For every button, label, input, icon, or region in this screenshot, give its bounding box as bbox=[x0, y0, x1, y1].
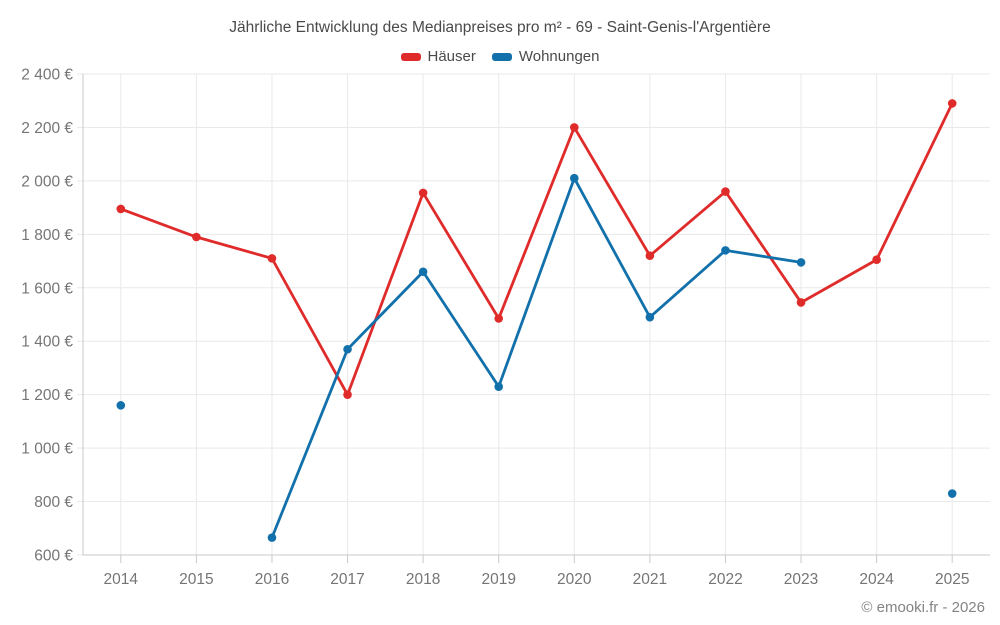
x-axis-tick-label: 2020 bbox=[557, 571, 592, 588]
data-point-wohnungen-2021[interactable] bbox=[645, 312, 655, 322]
data-point-häuser-2021[interactable] bbox=[645, 251, 655, 261]
data-point-häuser-2014[interactable] bbox=[116, 204, 126, 214]
x-axis-tick-label: 2016 bbox=[255, 571, 289, 588]
x-axis-tick-label: 2025 bbox=[935, 571, 969, 588]
data-point-wohnungen-2022[interactable] bbox=[721, 246, 730, 255]
y-axis-tick-label: 600 € bbox=[34, 548, 73, 565]
x-axis-tick-label: 2022 bbox=[708, 571, 742, 588]
data-point-häuser-2015[interactable] bbox=[192, 232, 201, 242]
legend-swatch-wohnungen bbox=[491, 52, 512, 61]
legend-item-wohnungen[interactable]: Wohnungen bbox=[491, 48, 600, 65]
x-axis-tick-label: 2015 bbox=[179, 571, 213, 588]
data-point-wohnungen-2019[interactable] bbox=[494, 382, 504, 391]
data-point-wohnungen-2025[interactable] bbox=[947, 489, 957, 498]
data-point-häuser-2024[interactable] bbox=[872, 255, 881, 265]
y-axis-tick-label: 2 000 € bbox=[21, 173, 73, 190]
data-point-häuser-2018[interactable] bbox=[418, 188, 428, 198]
x-axis-tick-label: 2024 bbox=[859, 571, 894, 588]
y-axis-tick-label: 1 200 € bbox=[21, 387, 73, 404]
chart-title: Jährliche Entwicklung des Medianpreises … bbox=[229, 19, 771, 36]
data-point-häuser-2025[interactable] bbox=[947, 99, 957, 108]
data-point-häuser-2019[interactable] bbox=[494, 314, 504, 323]
data-point-wohnungen-2017[interactable] bbox=[343, 344, 352, 354]
data-point-wohnungen-2020[interactable] bbox=[569, 173, 579, 183]
y-axis-tick-label: 2 400 € bbox=[21, 67, 73, 84]
data-point-häuser-2020[interactable] bbox=[569, 123, 579, 132]
data-point-häuser-2016[interactable] bbox=[267, 254, 277, 263]
chart-legend: Häuser Wohnungen bbox=[0, 48, 1000, 65]
data-point-häuser-2023[interactable] bbox=[796, 298, 806, 307]
y-axis-tick-label: 800 € bbox=[34, 494, 73, 511]
y-axis-tick-label: 2 200 € bbox=[21, 120, 73, 137]
series-line-wohnungen bbox=[270, 176, 803, 540]
x-axis-tick-label: 2023 bbox=[784, 571, 818, 588]
x-axis-tick-label: 2019 bbox=[481, 571, 515, 588]
y-axis-tick-label: 1 800 € bbox=[21, 227, 73, 244]
y-axis-tick-label: 1 400 € bbox=[21, 334, 73, 351]
data-point-häuser-2022[interactable] bbox=[721, 187, 730, 196]
data-point-wohnungen-2016[interactable] bbox=[267, 533, 277, 542]
data-point-wohnungen-2014[interactable] bbox=[116, 401, 126, 410]
x-axis-tick-label: 2021 bbox=[633, 571, 667, 588]
copyright-note: © emooki.fr - 2026 bbox=[861, 599, 985, 616]
legend-label-wohnungen: Wohnungen bbox=[518, 48, 600, 65]
series-line-häuser bbox=[119, 101, 954, 397]
legend-swatch-haeuser bbox=[400, 52, 421, 61]
data-point-wohnungen-2018[interactable] bbox=[418, 267, 428, 277]
legend-item-haeuser[interactable]: Häuser bbox=[400, 48, 476, 65]
data-point-wohnungen-2023[interactable] bbox=[796, 258, 806, 267]
y-axis-tick-label: 1 000 € bbox=[21, 441, 73, 458]
x-axis-tick-label: 2017 bbox=[330, 571, 364, 588]
data-point-häuser-2017[interactable] bbox=[343, 390, 352, 399]
x-axis-tick-label: 2014 bbox=[104, 571, 139, 588]
y-axis-tick-label: 1 600 € bbox=[21, 280, 73, 297]
legend-label-haeuser: Häuser bbox=[427, 48, 476, 65]
x-axis-tick-label: 2018 bbox=[406, 571, 440, 588]
